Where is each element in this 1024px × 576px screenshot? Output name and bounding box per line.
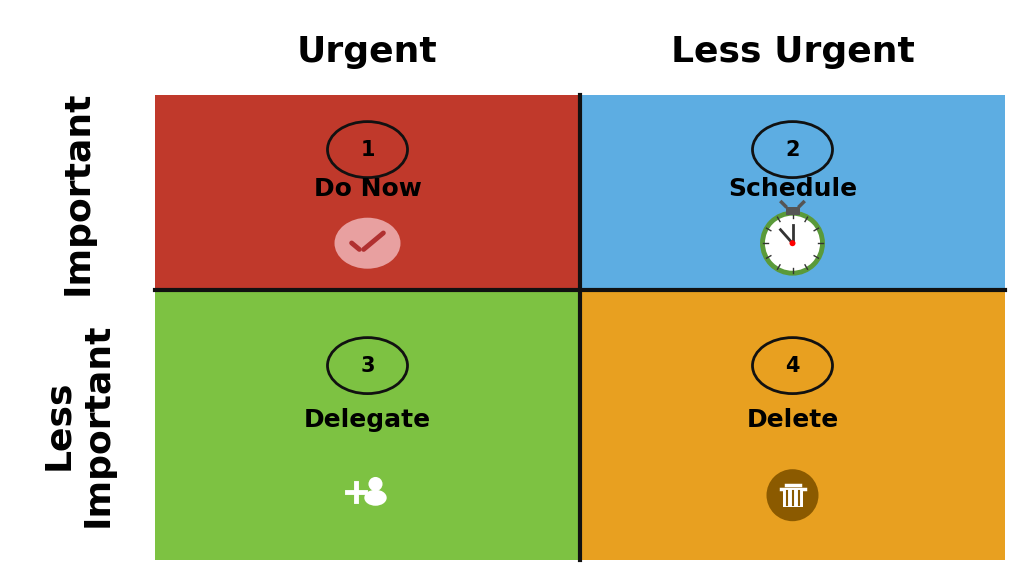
- Bar: [580, 95, 1005, 290]
- Text: Do Now: Do Now: [313, 177, 422, 200]
- Text: 2: 2: [785, 139, 800, 160]
- Text: Delete: Delete: [746, 408, 839, 431]
- Text: 1: 1: [360, 139, 375, 160]
- Text: Delegate: Delegate: [304, 408, 431, 431]
- FancyBboxPatch shape: [782, 489, 803, 507]
- Text: 4: 4: [785, 355, 800, 376]
- Text: Schedule: Schedule: [728, 177, 857, 200]
- Text: Urgent: Urgent: [297, 35, 438, 69]
- Bar: [155, 95, 580, 290]
- Ellipse shape: [335, 218, 400, 268]
- Bar: [155, 290, 580, 560]
- Text: Less Urgent: Less Urgent: [671, 35, 914, 69]
- Text: Less
Important: Less Important: [41, 323, 115, 527]
- Bar: [785, 207, 800, 215]
- Circle shape: [767, 469, 818, 521]
- Circle shape: [763, 213, 822, 273]
- Text: 3: 3: [360, 355, 375, 376]
- Ellipse shape: [365, 490, 387, 506]
- Bar: [580, 290, 1005, 560]
- Circle shape: [369, 477, 383, 491]
- Circle shape: [790, 240, 796, 246]
- Text: Important: Important: [61, 90, 95, 295]
